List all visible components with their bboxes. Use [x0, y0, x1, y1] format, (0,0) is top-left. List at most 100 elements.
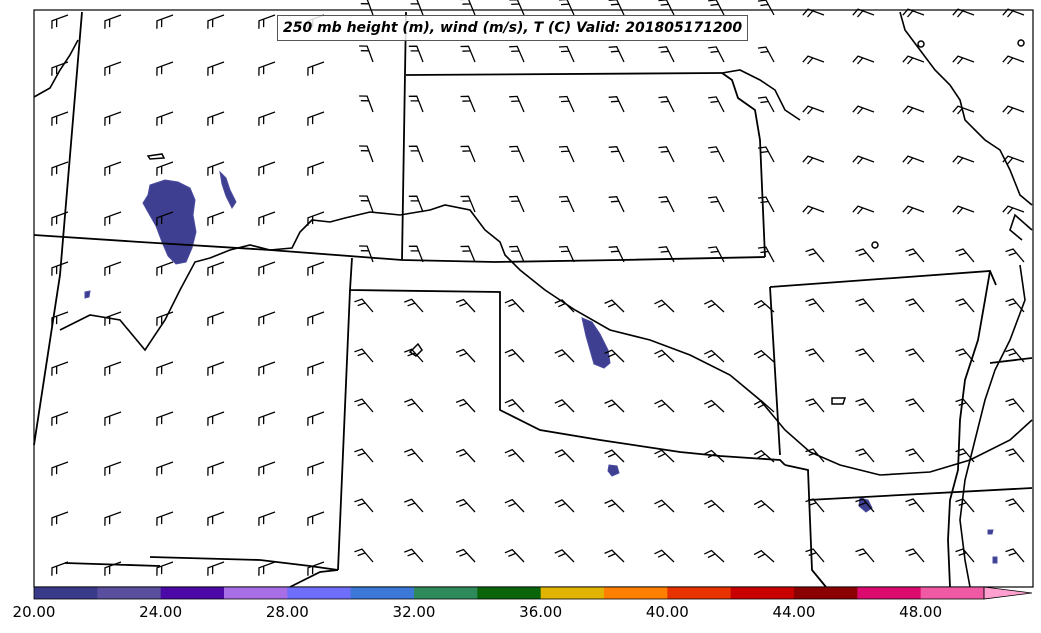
map-frame	[33, 9, 1034, 588]
wind-barb	[104, 411, 122, 426]
wind-barb	[307, 61, 325, 76]
wind-barb	[404, 348, 424, 363]
wind-barb	[604, 349, 625, 363]
wind-barb	[905, 448, 925, 463]
colorbar-extend-arrow	[983, 586, 1033, 600]
colorbar-segment	[224, 587, 288, 599]
wind-barb	[455, 448, 476, 463]
wind-barb	[955, 248, 975, 263]
wind-barb	[307, 511, 325, 526]
wind-barb	[704, 449, 725, 463]
wind-barb	[509, 0, 525, 16]
wind-barb	[559, 0, 575, 16]
wind-barb	[207, 511, 225, 526]
wind-barb	[51, 461, 69, 476]
wind-barb	[708, 146, 725, 163]
wind-barb	[207, 561, 225, 576]
wind-barb	[805, 248, 825, 263]
wind-barb	[104, 561, 122, 576]
wind-barb	[509, 45, 525, 63]
wind-barb	[805, 348, 825, 363]
wind-barb	[307, 361, 325, 376]
wind-barb	[554, 449, 575, 463]
wind-barb	[307, 411, 325, 426]
wind-barb	[704, 399, 725, 413]
colorbar-tick-label: 44.00	[772, 603, 816, 621]
wind-barb	[855, 398, 875, 413]
wind-barb	[1005, 348, 1025, 363]
wind-barb	[805, 548, 825, 563]
wind-barb	[104, 161, 122, 176]
wind-barb	[207, 161, 225, 176]
colorbar-tick-label: 48.00	[899, 603, 943, 621]
wind-barb	[258, 211, 276, 226]
wind-barb	[404, 548, 424, 563]
colorbar	[33, 586, 1033, 600]
wind-barb	[554, 349, 575, 363]
wind-barb	[902, 55, 925, 65]
wind-barb	[654, 349, 675, 363]
wind-barb	[802, 105, 825, 115]
wind-barb	[307, 161, 325, 176]
wind-barb	[156, 261, 174, 276]
wind-barb	[51, 361, 69, 376]
shaded-area-kansas	[581, 317, 611, 369]
wind-barb	[455, 398, 476, 413]
wind-barbs	[51, 0, 1025, 576]
wind-barb	[258, 161, 276, 176]
wind-barb	[855, 348, 875, 363]
wind-barb	[902, 8, 925, 18]
wind-barb	[504, 448, 525, 463]
wind-barb	[955, 548, 975, 563]
wind-barb	[354, 348, 374, 363]
colorbar-tick-label: 24.00	[139, 603, 183, 621]
wind-barb	[558, 245, 575, 263]
wind-barb	[104, 261, 122, 276]
colorbar-segment	[287, 587, 352, 599]
temperature-shading	[84, 170, 998, 564]
wind-barb	[51, 161, 69, 176]
colorbar-segment	[857, 587, 922, 599]
wind-barb	[608, 46, 625, 63]
wind-barb	[852, 8, 875, 18]
colorbar-segment	[350, 587, 415, 599]
wind-barb	[509, 245, 525, 263]
wind-barb	[905, 298, 925, 313]
wind-barb	[704, 299, 725, 313]
shaded-area-east-dot	[987, 529, 994, 535]
wind-barb	[258, 461, 276, 476]
wind-barb	[608, 196, 625, 213]
wind-barb	[104, 14, 122, 29]
wind-barb	[104, 211, 122, 226]
wind-barb	[156, 14, 174, 29]
wind-barb	[708, 96, 725, 113]
wind-barb	[354, 498, 374, 513]
wind-barb	[955, 348, 975, 363]
wind-barb	[408, 45, 424, 63]
wind-barb	[207, 111, 225, 126]
wind-barb	[608, 246, 625, 263]
wind-barb	[608, 0, 625, 16]
shaded-area-small-west	[84, 290, 91, 299]
wind-barb	[509, 95, 525, 113]
shaded-area-east-dot2	[992, 556, 998, 564]
wind-barb	[359, 95, 374, 113]
colorbar-segment	[540, 587, 605, 599]
wind-barb	[404, 398, 424, 413]
wind-barb	[460, 195, 476, 213]
wind-barb	[404, 498, 424, 513]
wind-barb	[504, 348, 525, 363]
colorbar-tick-label: 32.00	[392, 603, 436, 621]
wind-barb	[604, 299, 625, 313]
wind-barb	[905, 548, 925, 563]
wind-barb	[852, 105, 875, 115]
wind-barb	[1005, 248, 1025, 263]
wind-barb	[51, 261, 69, 276]
wind-barb	[51, 511, 69, 526]
wind-barb	[207, 361, 225, 376]
wind-barb	[460, 45, 476, 63]
colorbar-segment	[414, 587, 478, 599]
wind-barb	[952, 8, 975, 18]
wind-barb	[757, 0, 775, 16]
wind-barb	[207, 211, 225, 226]
